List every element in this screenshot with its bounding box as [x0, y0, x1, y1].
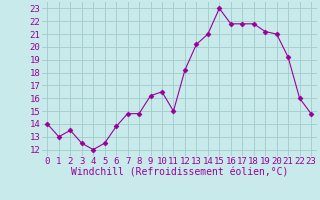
X-axis label: Windchill (Refroidissement éolien,°C): Windchill (Refroidissement éolien,°C) [70, 168, 288, 178]
